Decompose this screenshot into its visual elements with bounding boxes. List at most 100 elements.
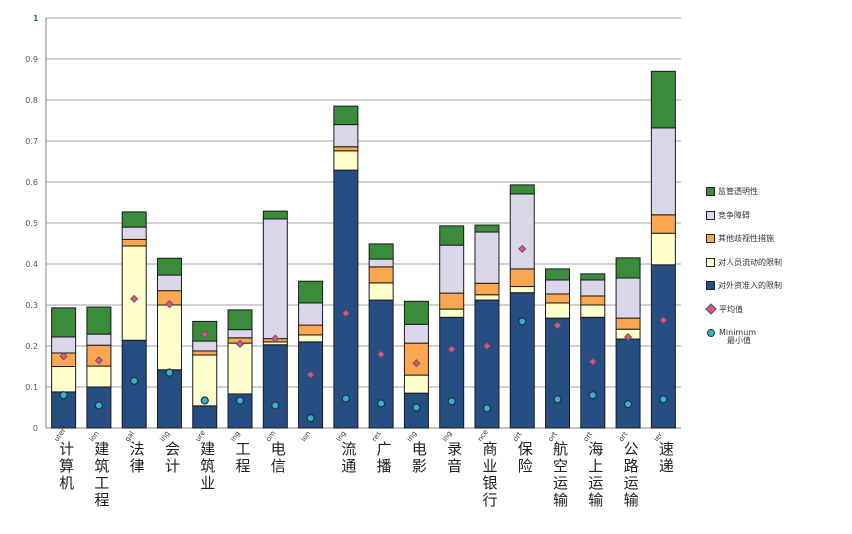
bar-segment — [509, 268, 535, 288]
x-tick-label-zh: 建筑工程 — [94, 440, 109, 509]
x-tick-label-zh: 法律 — [130, 440, 145, 475]
average-marker — [482, 341, 492, 351]
bar-segment — [298, 334, 324, 343]
bar-segment — [86, 306, 112, 335]
legend-label: 其他歧视性措施 — [718, 234, 774, 244]
average-marker — [412, 359, 421, 368]
bar-segment — [403, 323, 429, 344]
bar-segment — [227, 342, 253, 395]
x-tick-label-zh: 保险 — [518, 440, 533, 475]
legend-item-competition: 竞争障碍 — [706, 204, 782, 228]
y-tick-label: 0 — [33, 424, 38, 433]
bar-segment — [580, 273, 606, 281]
bar-segment — [545, 302, 571, 319]
minimum-marker — [306, 414, 315, 423]
average-marker — [377, 350, 386, 359]
bar-segment — [333, 105, 359, 126]
bar-segment — [368, 282, 394, 301]
y-tick-label: 0.4 — [25, 260, 38, 269]
bar-segment — [615, 317, 641, 330]
bar-segment — [580, 304, 606, 318]
bar-segment — [262, 344, 288, 429]
bar-segment — [615, 257, 641, 279]
minimum-marker — [235, 396, 245, 405]
y-tick-label: 0.6 — [25, 178, 38, 187]
bar-segment — [192, 350, 218, 356]
bar-segment — [156, 274, 182, 292]
bar-segment — [545, 268, 571, 281]
bar-segment — [403, 374, 429, 394]
average-marker — [235, 339, 245, 349]
bar-segment — [51, 366, 77, 393]
minimum-marker — [482, 404, 492, 413]
y-tick-label: 1 — [33, 14, 39, 23]
bar-segment — [439, 225, 465, 246]
average-marker — [447, 345, 456, 354]
minimum-marker — [130, 376, 139, 385]
x-tick-label-zh: 电信 — [271, 440, 286, 475]
legend-swatch — [706, 234, 715, 244]
bar-segment — [262, 218, 288, 340]
bar-segment — [474, 282, 500, 296]
average-marker — [588, 357, 597, 366]
bar-segment — [650, 264, 676, 429]
x-tick-label-zh: 会计 — [165, 440, 180, 475]
minimum-marker — [518, 317, 527, 326]
bar-segment — [121, 238, 147, 247]
minimum-marker — [200, 396, 209, 405]
legend-item-other-discrimination: 其他歧视性措施 — [706, 227, 782, 251]
average-marker — [553, 321, 562, 330]
average-marker — [165, 300, 174, 309]
legend-label-en: Minimum — [719, 328, 757, 338]
bar-segment — [298, 302, 324, 326]
bar-segment — [368, 258, 394, 268]
bar-segment — [51, 336, 77, 354]
average-marker — [271, 334, 280, 343]
bar-segment — [121, 245, 147, 341]
bar-segment — [403, 300, 429, 325]
minimum-marker — [165, 368, 174, 377]
bar-segment — [545, 279, 571, 295]
bar-segment — [368, 243, 394, 260]
x-tick-label-zh: 速递 — [659, 440, 674, 475]
y-tick-label: 0.2 — [25, 342, 38, 351]
bar-segment — [333, 146, 359, 152]
legend-label: 对外资准入的限制 — [718, 281, 782, 291]
bar-segment — [615, 338, 641, 429]
x-tick-label-zh: 工程 — [236, 440, 251, 475]
y-tick-label: 0.5 — [25, 219, 38, 228]
bar-segment — [545, 317, 571, 429]
bar-segment — [439, 292, 465, 310]
bar-segment — [580, 295, 606, 306]
bar-segment — [333, 169, 359, 429]
x-tick-label-zh: 航空运输 — [553, 440, 568, 509]
bar-segment — [439, 316, 465, 429]
bar-segment — [580, 316, 606, 429]
legend-label: 对人员流动的限制 — [718, 257, 782, 267]
legend-item-movement-of-people: 对人员流动的限制 — [706, 251, 782, 275]
bar-segment — [86, 333, 112, 346]
x-tick-label-zh: 建筑业 — [200, 440, 215, 492]
minimum-marker — [588, 391, 597, 400]
legend: 监管透明性 竞争障碍 其他歧视性措施 对人员流动的限制 对外资准入的限制 平均值… — [705, 180, 782, 345]
bar-segment — [474, 231, 500, 284]
bar-segment — [298, 324, 324, 336]
legend-item-minimum: Minimum 最小值 — [706, 321, 782, 345]
minimum-marker — [623, 400, 633, 409]
bar-segment — [474, 224, 500, 233]
y-tick-label: 0.3 — [25, 301, 38, 310]
average-marker — [130, 294, 139, 303]
bar-segment — [86, 365, 112, 388]
y-tick-label: 0.8 — [25, 96, 38, 105]
average-marker — [518, 244, 527, 253]
minimum-marker — [271, 401, 280, 410]
bar-segment — [368, 299, 394, 429]
average-marker — [94, 356, 103, 365]
bar-segment — [650, 127, 676, 216]
bar-segment — [156, 304, 182, 371]
bar-segment — [650, 70, 676, 129]
bar-segment — [51, 307, 77, 338]
x-tick-label-en: ier — [652, 431, 664, 443]
bar-segment — [615, 277, 641, 319]
